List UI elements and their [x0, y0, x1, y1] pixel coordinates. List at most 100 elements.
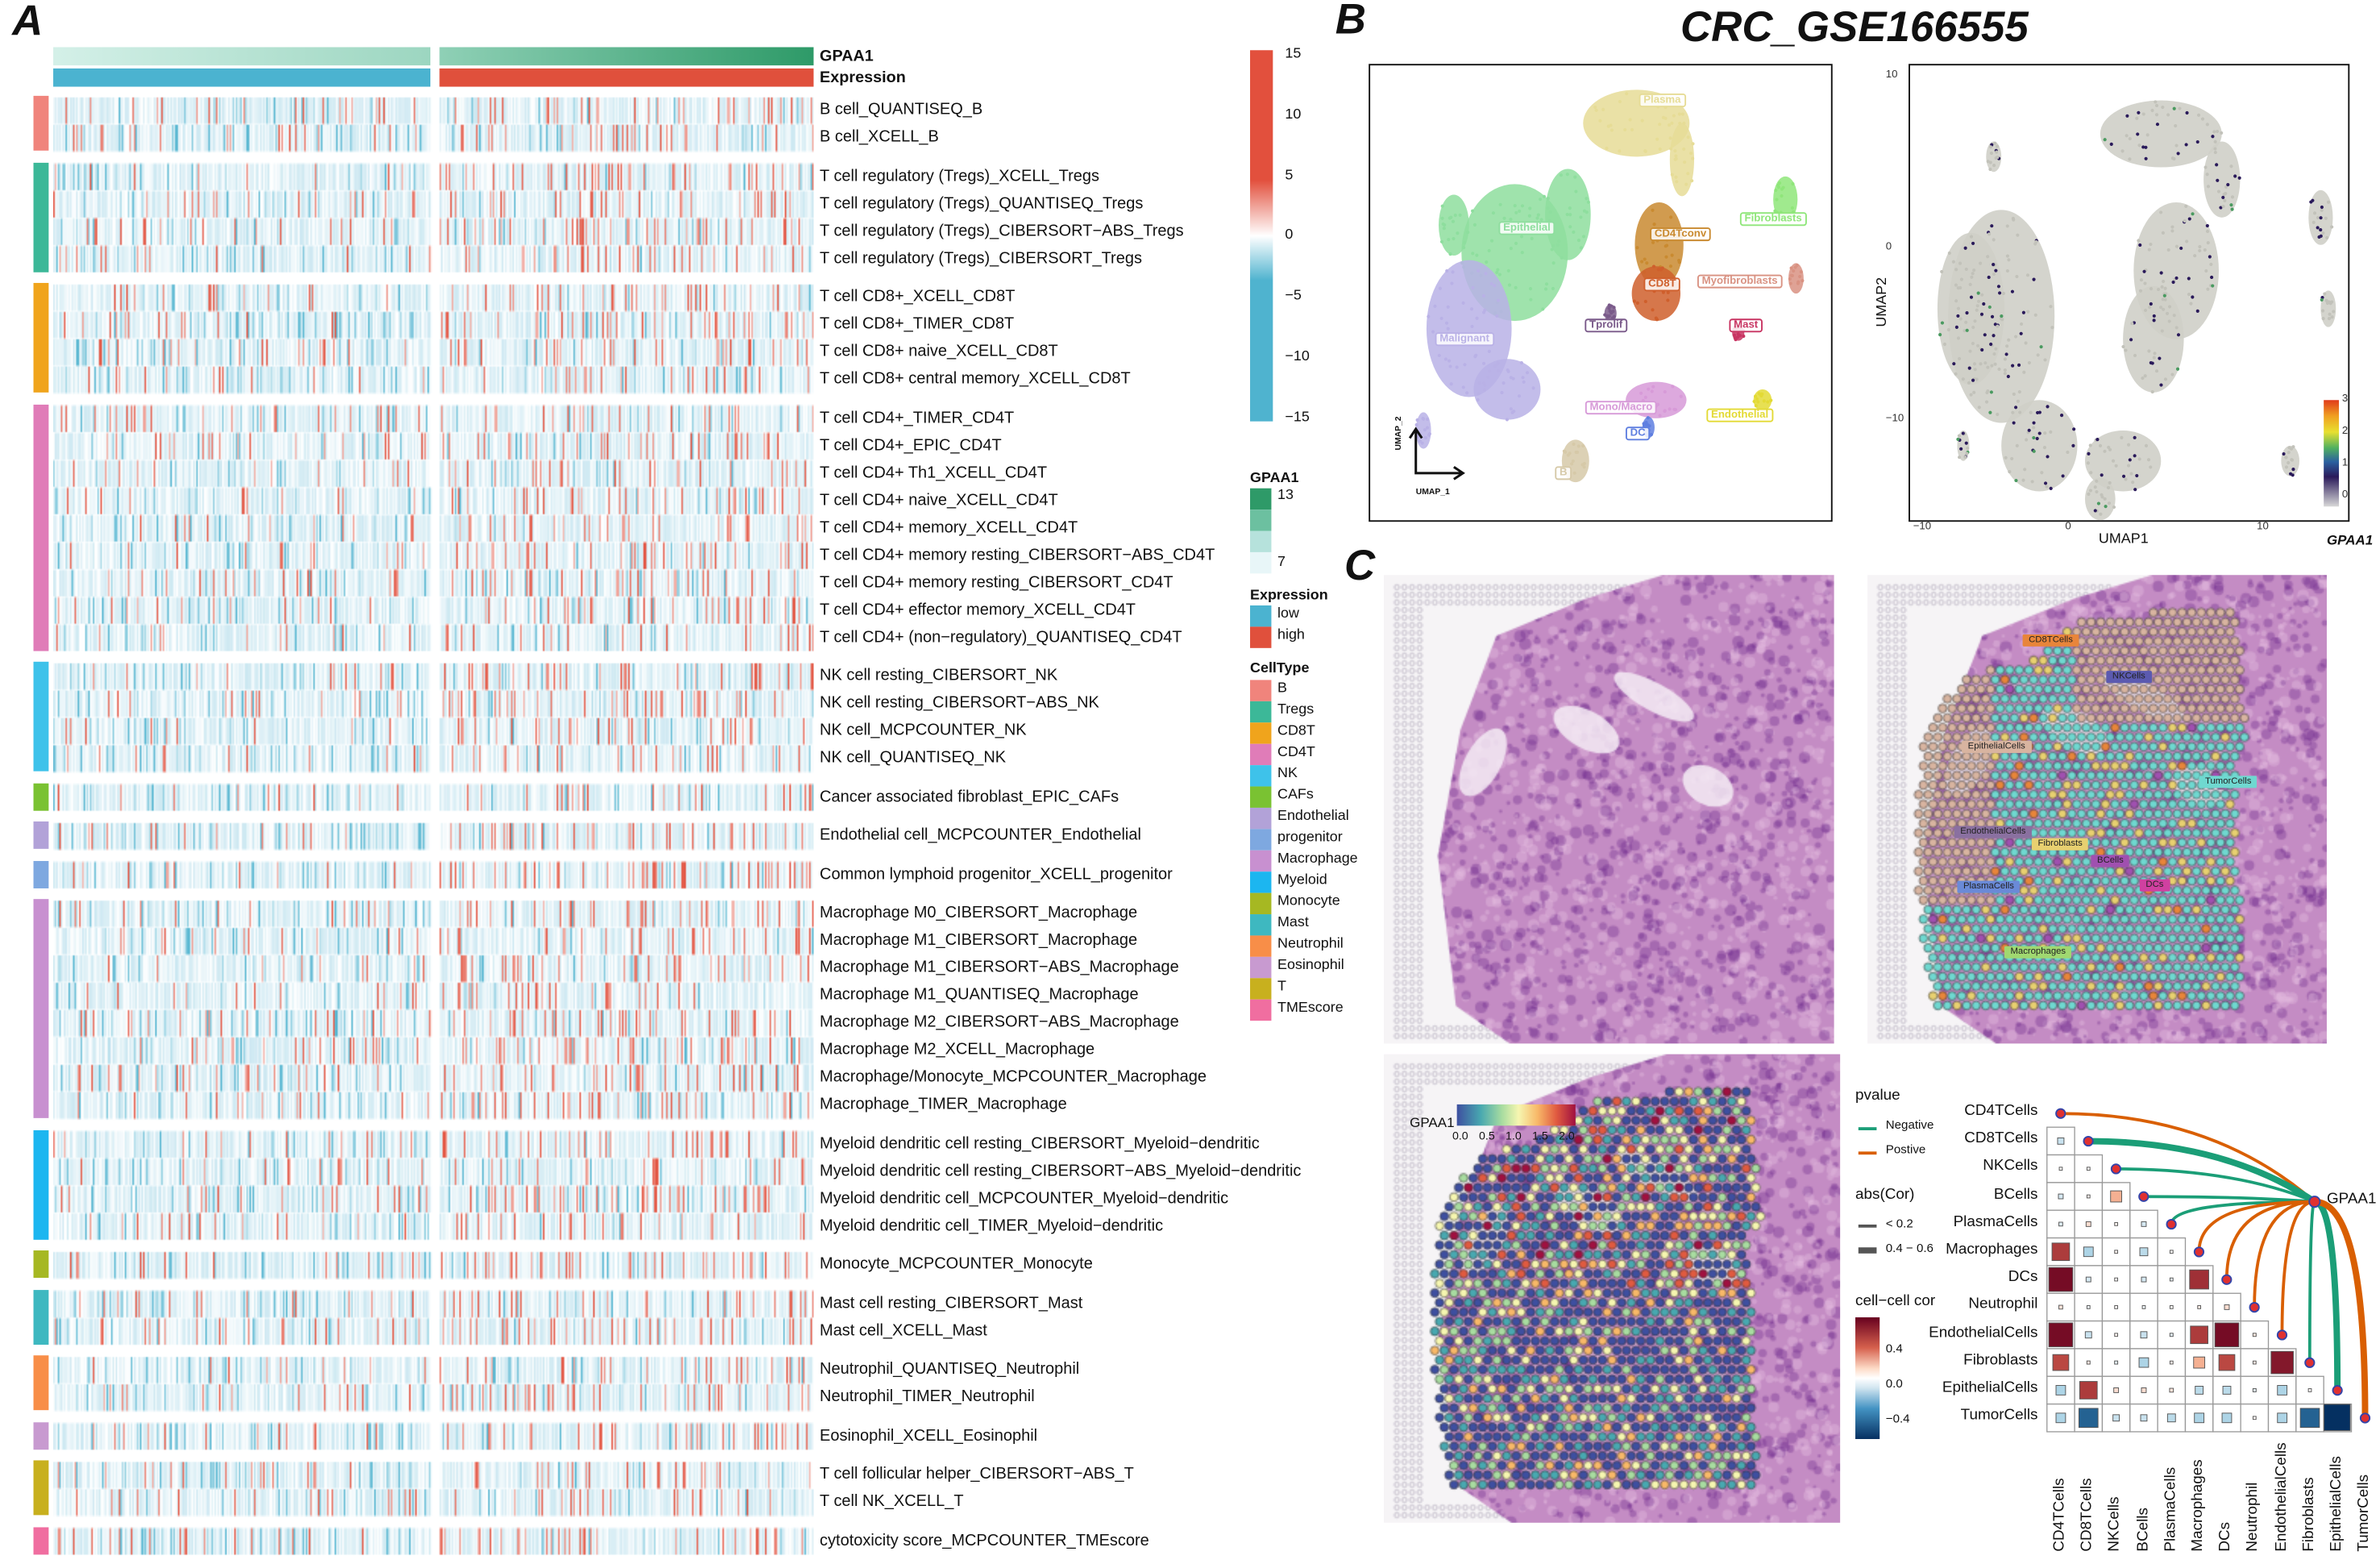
umap-cell-point — [2046, 455, 2050, 459]
umap-cell-point — [2046, 405, 2050, 409]
umap-cell-point — [2204, 268, 2208, 273]
umap-cell-point — [1446, 305, 1450, 309]
umap-cell-point — [2011, 364, 2015, 368]
umap-cell-point — [1528, 206, 1532, 210]
umap-cell-point — [2007, 338, 2011, 342]
celltype-group-bar — [33, 95, 49, 151]
celltype-legend-label: progenitor — [1277, 829, 1343, 846]
correlation-square — [2169, 1277, 2174, 1282]
celltype-legend-swatch — [1250, 850, 1272, 872]
correlation-col-label: EndothelialCells — [2273, 1442, 2290, 1552]
umap-cell-point — [1643, 395, 1647, 399]
umap-cell-point — [1655, 137, 1659, 141]
umap-cell-point — [2144, 443, 2149, 447]
umap-cell-point — [1522, 380, 1526, 384]
umap-cell-point — [2287, 451, 2291, 455]
umap-cell-point — [2103, 138, 2107, 142]
umap-cell-point — [1674, 154, 1678, 158]
heatmap-row-label: T cell CD4+ naive_XCELL_CD4T — [820, 490, 1058, 510]
umap-cell-point — [1986, 160, 1990, 164]
heatmap-row-label: Macrophage M2_CIBERSORT−ABS_Macrophage — [820, 1013, 1179, 1032]
correlation-col-label: DCs — [2217, 1521, 2235, 1552]
spatial-expr-tick: 2.0 — [1559, 1129, 1575, 1143]
umap-cluster-label: Endothelial — [1706, 408, 1773, 422]
heatmap-row-label: NK cell resting_CIBERSORT−ABS_NK — [820, 693, 1099, 713]
umap-cell-point — [1482, 388, 1487, 392]
umap-cell-point — [1642, 423, 1647, 427]
umap-cell-point — [2037, 431, 2041, 435]
umap-cell-point — [1473, 355, 1477, 359]
umap-cell-point — [2005, 344, 2009, 348]
umap-cell-point — [2284, 465, 2289, 469]
umap-cell-point — [2149, 287, 2154, 291]
cell-node-dot — [2110, 1163, 2122, 1175]
umap-cell-point — [2025, 273, 2030, 277]
umap-cell-point — [1996, 412, 2000, 417]
umap-cell-point — [1645, 261, 1649, 265]
umap-cell-point — [1774, 188, 1778, 193]
abscor-large-label: 0.4 − 0.6 — [1885, 1241, 1933, 1255]
umap-cell-point — [1754, 404, 1758, 408]
umap-cell-point — [2010, 289, 2015, 293]
umap-cell-point — [1453, 213, 1457, 218]
umap-x-tick: 10 — [2257, 522, 2269, 533]
umap-cell-point — [2226, 182, 2230, 187]
umap-cell-point — [1585, 210, 1589, 214]
umap-cell-point — [1994, 268, 1998, 272]
umap-cell-point — [2150, 108, 2154, 113]
umap-cell-point — [2330, 300, 2334, 304]
umap-cell-point — [1485, 260, 1489, 264]
umap-cell-point — [2223, 198, 2227, 202]
umap-cell-point — [2144, 145, 2148, 149]
umap-cell-point — [1565, 212, 1569, 217]
heatmap-row-label: T cell CD4+ memory resting_CIBERSORT−ABS… — [820, 545, 1215, 564]
umap-cell-point — [2319, 228, 2323, 232]
correlation-square — [2086, 1167, 2091, 1171]
umap-cell-point — [1688, 152, 1693, 156]
umap-cell-point — [1650, 389, 1654, 393]
umap-cell-point — [2114, 464, 2118, 468]
umap-cell-point — [1477, 392, 1481, 396]
spatial-celltype-label: TumorCells — [2199, 776, 2258, 788]
umap-cell-point — [2143, 308, 2148, 313]
correlation-square — [2055, 1412, 2066, 1424]
umap-cell-point — [2023, 468, 2027, 472]
umap-cell-point — [1481, 293, 1485, 298]
spatial-expr-legend-title: GPAA1 — [1410, 1115, 1455, 1130]
umap-cell-point — [1568, 213, 1572, 217]
umap-cell-point — [1521, 376, 1525, 380]
umap-cell-point — [2324, 298, 2328, 302]
celltype-legend-label: Myeloid — [1277, 871, 1327, 888]
umap-cell-point — [1491, 211, 1496, 215]
umap-cell-point — [1507, 283, 1512, 287]
umap-cell-point — [2152, 314, 2156, 318]
umap-cell-point — [1732, 333, 1737, 337]
gpaa1-annotation-high — [439, 47, 814, 66]
correlation-cell — [2295, 1375, 2324, 1405]
correlation-col-label: Neutrophil — [2245, 1482, 2262, 1552]
umap-cell-point — [1640, 119, 1644, 123]
umap-cell-point — [1968, 282, 1972, 286]
umap-cell-point — [2321, 317, 2325, 321]
umap-cell-point — [1609, 123, 1613, 127]
heatmap-row-label: T cell CD8+ central memory_XCELL_CD8T — [820, 369, 1131, 389]
umap-cell-point — [1996, 156, 2000, 160]
correlation-square — [2086, 1305, 2091, 1309]
umap-cell-point — [2172, 314, 2176, 318]
umap-cell-point — [1495, 270, 1499, 275]
correlation-square — [2195, 1386, 2204, 1395]
umap-cell-point — [1769, 398, 1773, 402]
correlation-square — [2214, 1322, 2240, 1348]
umap-cell-point — [2320, 205, 2324, 210]
umap-cell-point — [2015, 274, 2019, 279]
umap-cell-point — [1972, 390, 1976, 394]
umap-cell-point — [1682, 147, 1686, 151]
umap-cell-point — [1531, 386, 1535, 390]
correlation-cell — [2046, 1209, 2075, 1239]
umap-cell-point — [1987, 232, 1992, 236]
umap-cell-point — [1971, 272, 1975, 276]
umap-cell-point — [1514, 210, 1518, 214]
umap-cell-point — [1529, 297, 1533, 302]
umap-cell-point — [2187, 277, 2191, 281]
umap-cell-point — [1954, 325, 1958, 329]
